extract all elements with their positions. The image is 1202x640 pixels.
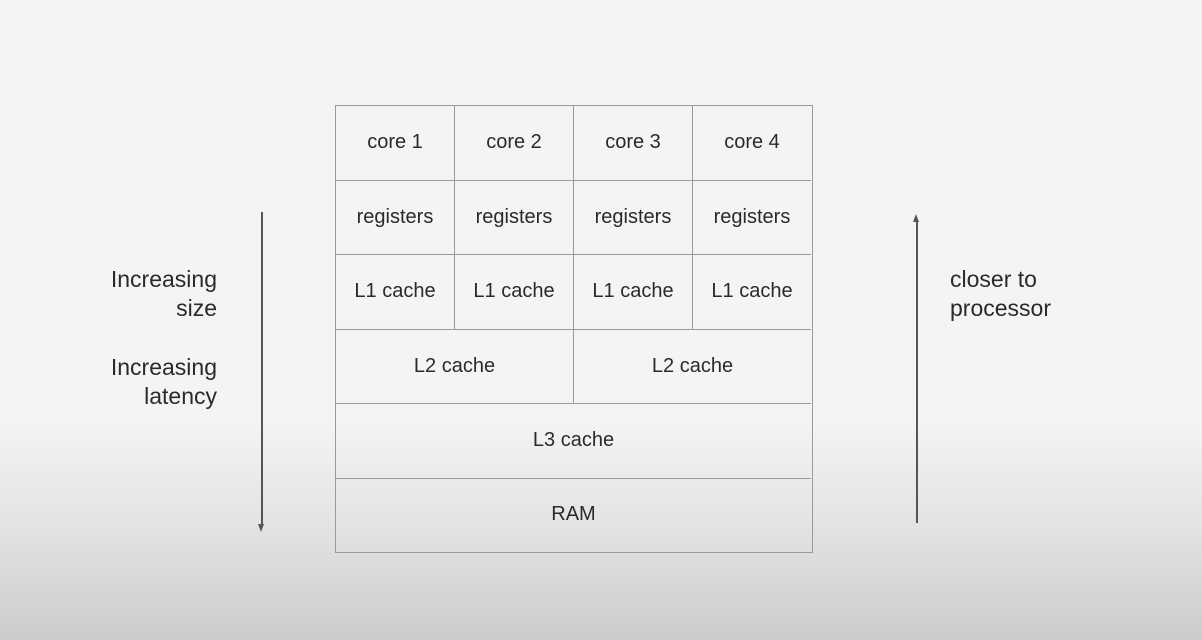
closer-arrow-shaft	[916, 221, 918, 523]
registers-cell-1: registers	[336, 180, 455, 255]
l1-cache-cell-3: L1 cache	[574, 255, 693, 330]
l1-cache-cell-1: L1 cache	[336, 255, 455, 330]
registers-cell-2: registers	[455, 180, 574, 255]
core-2-cell: core 2	[455, 106, 574, 181]
increasing-size-line-1: Increasing	[110, 266, 217, 292]
increasing-latency-label: Increasing latency	[111, 353, 217, 411]
l2-cache-cell-1: L2 cache	[336, 329, 574, 404]
ram-cell: RAM	[551, 503, 596, 526]
core-4-cell: core 4	[693, 106, 811, 181]
down-arrow-icon	[258, 524, 265, 532]
core-3-cell: core 3	[574, 106, 693, 181]
core-1-cell: core 1	[336, 106, 455, 181]
l1-cache-cell-4: L1 cache	[693, 255, 811, 330]
l1-cache-cell-2: L1 cache	[455, 255, 574, 330]
increasing-latency-line-1: Increasing	[110, 354, 217, 380]
l3-cache-cell: L3 cache	[336, 404, 811, 479]
increasing-latency-line-2: latency	[144, 383, 217, 409]
closer-to-processor-line-2: processor	[950, 295, 1051, 321]
increasing-arrow-shaft	[261, 212, 263, 525]
memory-hierarchy-grid: core 1 core 2 core 3 core 4 registers re…	[335, 105, 813, 553]
registers-cell-3: registers	[574, 180, 693, 255]
registers-cell-4: registers	[693, 181, 811, 255]
increasing-size-label: Increasing size	[111, 265, 217, 323]
closer-to-processor-label: closer to processor	[950, 265, 1051, 323]
l2-cache-cell-2: L2 cache	[574, 330, 811, 404]
increasing-size-line-2: size	[176, 295, 217, 321]
closer-to-processor-line-1: closer to	[950, 266, 1037, 292]
up-arrow-icon	[913, 214, 920, 222]
